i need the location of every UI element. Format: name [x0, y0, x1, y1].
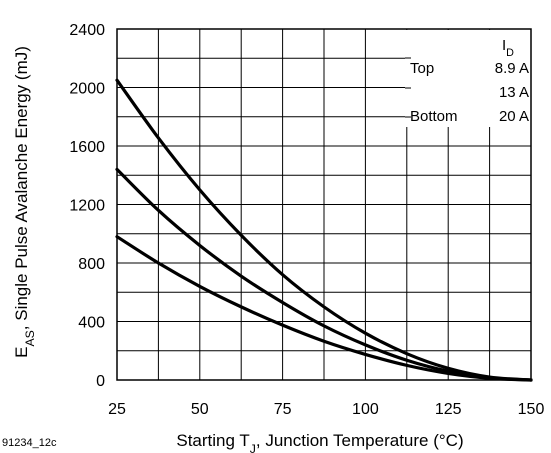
y-tick-label: 0: [96, 373, 105, 390]
x-tick-label: 150: [518, 401, 545, 418]
x-tick-label: 75: [274, 401, 292, 418]
y-tick-label: 2400: [69, 22, 105, 39]
legend-tag: Top: [410, 60, 434, 77]
y-tick-label: 1200: [69, 198, 105, 215]
figure-id: 91234_12c: [2, 437, 57, 449]
y-tick-label: 800: [78, 256, 105, 273]
y-tick-labels: 0 400 800 1200 1600 2000 2400: [69, 22, 105, 390]
legend-background: [405, 30, 531, 127]
y-tick-label: 2000: [69, 81, 105, 98]
series-line: [115, 78, 533, 382]
y-tick-label: 1600: [69, 139, 105, 156]
legend-entry: 20 A: [499, 108, 529, 125]
x-tick-labels: 25 50 75 100 125 150: [108, 401, 544, 418]
series-line: [115, 235, 533, 382]
legend-header: ID: [502, 37, 514, 59]
legend-entry: 13 A: [499, 84, 529, 101]
y-axis-title: EAS, Single Pulse Avalanche Energy (mJ): [12, 46, 37, 358]
x-tick-label: 100: [352, 401, 379, 418]
plot-frame: [116, 28, 532, 381]
legend-tag: Bottom: [410, 108, 458, 125]
x-axis-title: Starting TJ, Junction Temperature (°C): [176, 431, 463, 453]
x-tick-label: 125: [435, 401, 462, 418]
legend: ID Top 8.9 A 13 A Bottom 20 A: [405, 37, 529, 125]
x-tick-label: 50: [191, 401, 209, 418]
x-tick-label: 25: [108, 401, 126, 418]
legend-entry: 8.9 A: [495, 60, 529, 77]
series-group: [115, 78, 533, 382]
y-tick-label: 400: [78, 315, 105, 332]
